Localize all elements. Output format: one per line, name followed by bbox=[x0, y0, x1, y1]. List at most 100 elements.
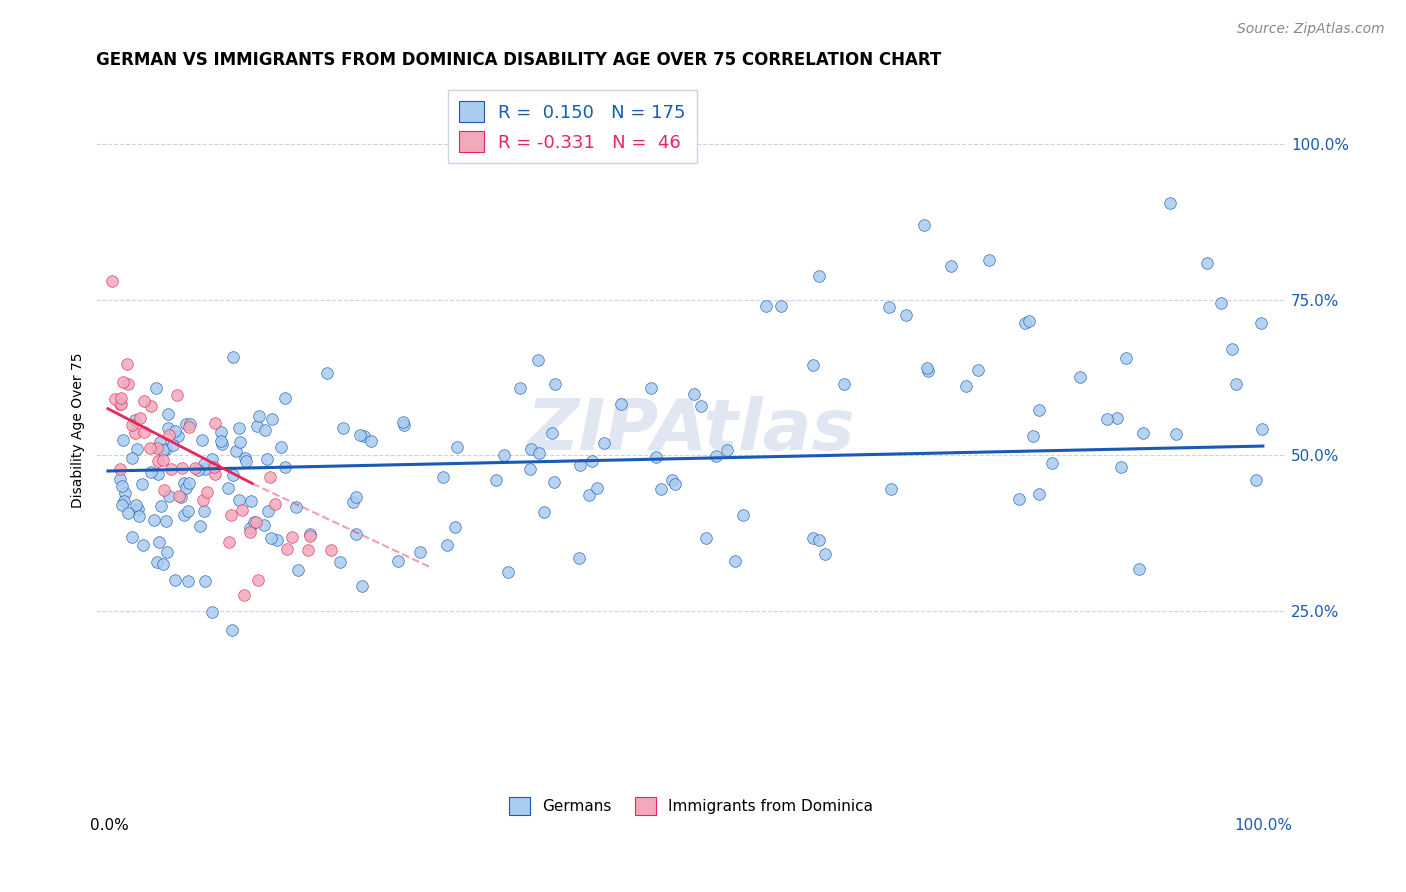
Point bbox=[1109, 460, 1132, 475]
Point bbox=[543, 475, 565, 489]
Point bbox=[148, 535, 170, 549]
Point bbox=[894, 308, 917, 322]
Point bbox=[160, 462, 183, 476]
Point bbox=[191, 434, 214, 448]
Point bbox=[808, 533, 831, 548]
Point bbox=[239, 524, 262, 539]
Point bbox=[184, 461, 207, 475]
Point bbox=[1115, 351, 1137, 366]
Point bbox=[233, 451, 256, 466]
Point bbox=[157, 428, 180, 442]
Text: GERMAN VS IMMIGRANTS FROM DOMINICA DISABILITY AGE OVER 75 CORRELATION CHART: GERMAN VS IMMIGRANTS FROM DOMINICA DISAB… bbox=[97, 51, 942, 69]
Point bbox=[287, 563, 309, 577]
Point bbox=[955, 379, 977, 393]
Point bbox=[155, 514, 177, 528]
Point bbox=[217, 482, 239, 496]
Point bbox=[243, 515, 266, 529]
Point bbox=[139, 441, 162, 455]
Point bbox=[1040, 456, 1063, 470]
Point bbox=[541, 426, 564, 441]
Point bbox=[533, 506, 555, 520]
Point bbox=[111, 375, 134, 389]
Point bbox=[202, 460, 225, 475]
Point bbox=[915, 360, 938, 375]
Point bbox=[690, 399, 713, 413]
Point bbox=[1105, 410, 1128, 425]
Point bbox=[801, 531, 824, 545]
Point bbox=[169, 489, 191, 503]
Y-axis label: Disability Age Over 75: Disability Age Over 75 bbox=[72, 352, 86, 508]
Point bbox=[260, 531, 283, 545]
Point bbox=[157, 407, 180, 421]
Point bbox=[519, 462, 541, 476]
Point bbox=[1159, 195, 1181, 210]
Point bbox=[610, 397, 633, 411]
Point bbox=[966, 363, 988, 377]
Point bbox=[152, 442, 174, 457]
Point bbox=[115, 357, 138, 371]
Point bbox=[117, 506, 139, 520]
Point bbox=[162, 437, 184, 451]
Point bbox=[246, 419, 269, 434]
Point bbox=[814, 548, 837, 562]
Point bbox=[342, 495, 364, 509]
Point bbox=[110, 397, 132, 411]
Point bbox=[661, 474, 683, 488]
Point bbox=[177, 574, 200, 588]
Point bbox=[877, 300, 900, 314]
Point bbox=[1069, 370, 1091, 384]
Point bbox=[394, 417, 416, 432]
Point bbox=[132, 539, 155, 553]
Point bbox=[1028, 486, 1050, 500]
Point bbox=[880, 482, 903, 496]
Point bbox=[163, 573, 186, 587]
Point bbox=[254, 423, 277, 437]
Point bbox=[755, 299, 778, 313]
Point bbox=[256, 452, 278, 467]
Point bbox=[193, 503, 215, 517]
Point bbox=[640, 381, 662, 395]
Point bbox=[179, 417, 201, 431]
Point bbox=[485, 473, 508, 487]
Point bbox=[121, 418, 143, 433]
Point bbox=[1244, 473, 1267, 487]
Point bbox=[177, 504, 200, 518]
Point bbox=[1195, 255, 1218, 269]
Point bbox=[1225, 377, 1247, 392]
Point bbox=[436, 538, 458, 552]
Point bbox=[683, 386, 706, 401]
Point bbox=[731, 508, 754, 523]
Point bbox=[664, 477, 686, 491]
Point bbox=[166, 388, 188, 402]
Point bbox=[191, 493, 214, 508]
Point bbox=[165, 424, 187, 438]
Text: Source: ZipAtlas.com: Source: ZipAtlas.com bbox=[1237, 22, 1385, 37]
Point bbox=[108, 472, 131, 486]
Point bbox=[146, 555, 169, 569]
Point bbox=[432, 470, 454, 484]
Point bbox=[179, 420, 201, 434]
Point bbox=[157, 489, 180, 503]
Text: ZIPAtlas: ZIPAtlas bbox=[527, 396, 855, 465]
Point bbox=[101, 274, 124, 288]
Point bbox=[1028, 402, 1050, 417]
Point bbox=[128, 411, 150, 425]
Point bbox=[274, 460, 297, 475]
Point bbox=[917, 364, 939, 378]
Point bbox=[152, 453, 174, 467]
Point bbox=[167, 429, 190, 443]
Point bbox=[1128, 562, 1150, 576]
Point bbox=[319, 542, 342, 557]
Point bbox=[1095, 412, 1118, 426]
Point bbox=[262, 412, 284, 426]
Point bbox=[252, 517, 274, 532]
Point bbox=[939, 259, 962, 273]
Point bbox=[544, 376, 567, 391]
Point bbox=[568, 458, 591, 472]
Point bbox=[112, 434, 135, 448]
Point bbox=[211, 436, 233, 450]
Point bbox=[527, 352, 550, 367]
Point bbox=[650, 482, 672, 496]
Point bbox=[509, 381, 531, 395]
Point bbox=[209, 434, 232, 449]
